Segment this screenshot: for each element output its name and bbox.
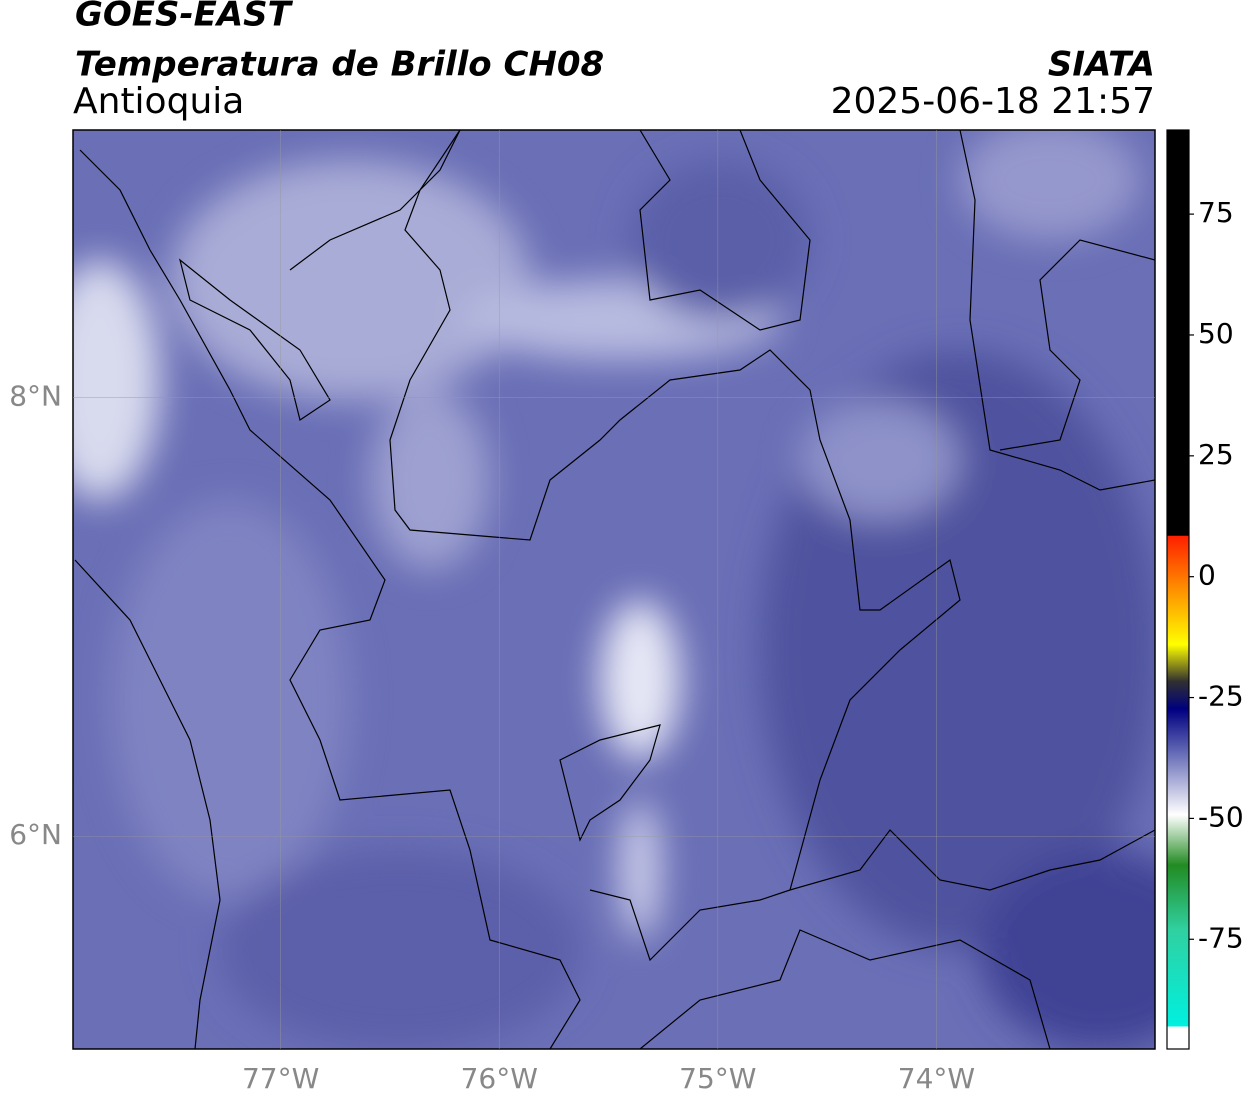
lat-tick-label: 8°N	[9, 380, 62, 413]
colorbar-tick-label: 0	[1198, 559, 1216, 592]
colorbar-ticks: 75 50 25 0 -25 -50 -75	[1189, 196, 1244, 954]
agency: SIATA	[1048, 45, 1155, 85]
satellite-title: GOES-EAST	[75, 0, 294, 35]
lon-tick-label: 77°W	[242, 1062, 319, 1095]
product-title: Temperatura de Brillo CH08	[75, 45, 604, 85]
lon-tick-label: 74°W	[898, 1062, 975, 1095]
lat-tick-label: 6°N	[9, 818, 62, 851]
colorbar-tick-label: 75	[1198, 196, 1234, 229]
colorbar	[1166, 129, 1190, 1050]
colorbar-tick-label: -50	[1198, 800, 1244, 833]
colorbar-tick-label: 25	[1198, 438, 1234, 471]
colorbar-tick-label: 50	[1198, 317, 1234, 350]
map-frame	[72, 129, 1156, 1050]
datetime: 2025-06-18 21:57	[831, 81, 1155, 122]
satellite-image	[73, 130, 1155, 1049]
lon-tick-label: 76°W	[461, 1062, 538, 1095]
lon-tick-label: 75°W	[679, 1062, 756, 1095]
colorbar-tick-label: -25	[1198, 680, 1244, 713]
graticule: 77°W 76°W 75°W 74°W 8°N 6°N	[9, 130, 1155, 1095]
region: Antioquia	[73, 81, 244, 122]
colorbar-tick-label: -75	[1198, 921, 1244, 954]
